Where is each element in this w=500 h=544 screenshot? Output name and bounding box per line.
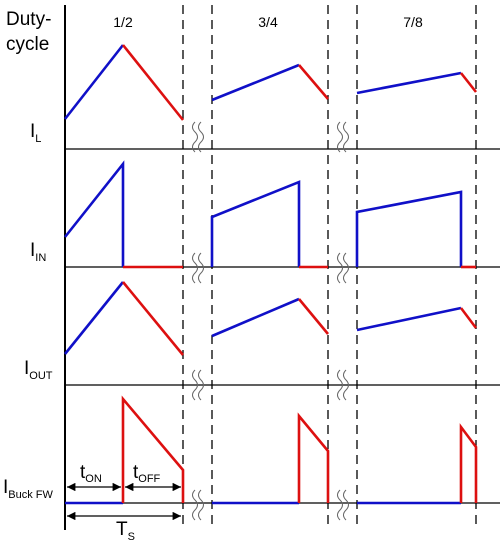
signal-label-ibuck-main: I xyxy=(3,477,8,498)
signal-label-il: IL xyxy=(30,121,41,145)
ibuck-waveform-d12 xyxy=(65,395,185,505)
iin-waveform-d12 xyxy=(63,160,183,269)
ton-label: tON xyxy=(80,462,102,485)
ts-label-main: T xyxy=(116,519,128,540)
iin-waveform-d34 xyxy=(210,180,328,269)
signal-label-iin-sub: IN xyxy=(35,252,46,264)
signal-label-ibuck: IBuck FW xyxy=(3,477,54,501)
iout-waveform-d78 xyxy=(356,306,478,332)
ton-label-main: t xyxy=(80,462,86,483)
title-line2: cycle xyxy=(6,34,49,55)
il-waveform-d12 xyxy=(63,44,185,121)
signal-label-il-sub: L xyxy=(35,133,41,145)
toff-label-sub: OFF xyxy=(138,473,160,485)
ton-label-sub: ON xyxy=(85,473,102,485)
duty-cycle-label-2: 3/4 xyxy=(258,14,278,30)
signal-label-iin: IIN xyxy=(30,240,46,264)
signal-label-iout: IOUT xyxy=(24,358,53,382)
title-line1: Duty- xyxy=(6,9,51,30)
iout-waveform-d34 xyxy=(211,297,330,338)
signal-label-iout-sub: OUT xyxy=(29,370,53,382)
duty-cycle-label-1: 1/2 xyxy=(113,14,133,30)
toff-label-main: t xyxy=(133,462,139,483)
ts-label: TS xyxy=(116,519,135,543)
il-waveform-d34 xyxy=(211,63,329,102)
iout-waveform-d12 xyxy=(63,281,185,356)
axis-break-marks xyxy=(192,121,349,521)
ibuck-waveform-d78 xyxy=(357,423,478,505)
signal-label-iout-main: I xyxy=(24,358,29,379)
signal-label-iin-main: I xyxy=(30,240,35,261)
ts-label-sub: S xyxy=(128,531,135,543)
il-waveform-d78 xyxy=(356,71,478,95)
iin-waveform-d78 xyxy=(355,190,476,269)
duty-cycle-label-3: 7/8 xyxy=(403,14,423,30)
signal-label-il-main: I xyxy=(30,121,35,142)
toff-label: tOFF xyxy=(133,462,161,485)
ibuck-waveform-d34 xyxy=(212,412,330,505)
signal-label-ibuck-sub: Buck FW xyxy=(8,489,53,501)
